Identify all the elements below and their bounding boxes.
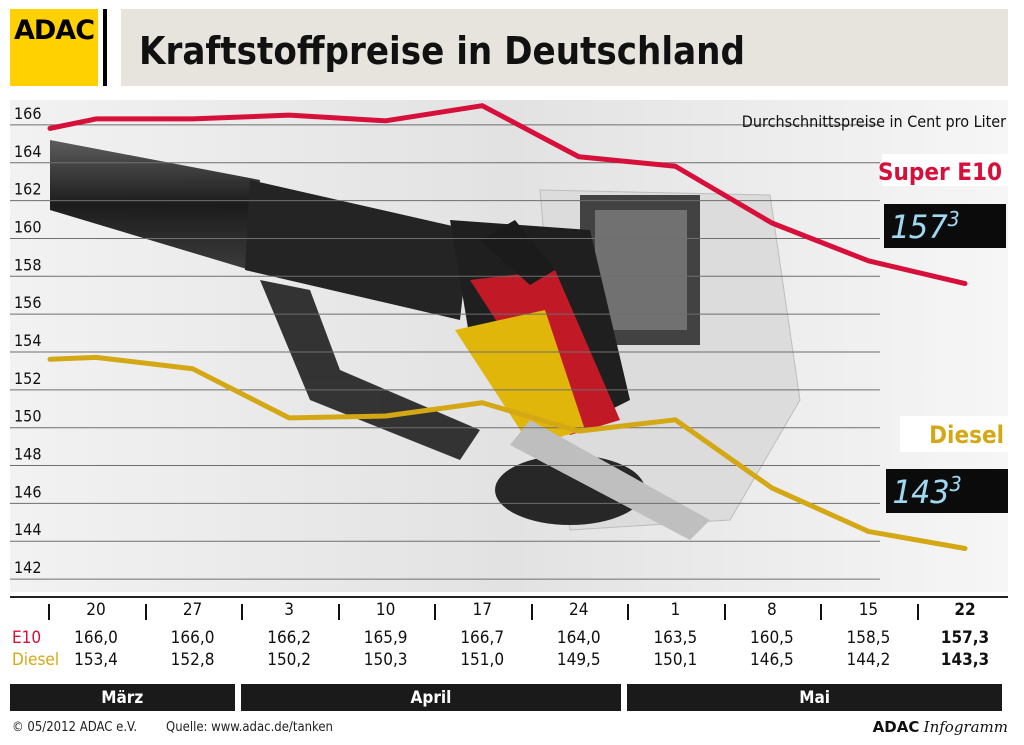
column-separator (627, 604, 630, 620)
y-tick-label: 154 (14, 331, 41, 350)
infogramm-brand: ADAC Infogramm (873, 718, 1008, 736)
column-separator (820, 604, 823, 620)
y-tick-label: 152 (14, 369, 41, 388)
e10-value: 163,5 (653, 628, 698, 648)
diesel-value: 152,8 (170, 650, 215, 670)
diesel-label-bg (900, 416, 1008, 452)
logo-text: ADAC (13, 15, 95, 46)
column-separator (917, 604, 919, 620)
y-tick-label: 148 (14, 445, 41, 464)
column-separator (434, 604, 437, 620)
date-label: 15 (858, 600, 879, 620)
logo-divider (103, 9, 107, 86)
brand-bold: ADAC (872, 718, 920, 736)
y-tick-label: 160 (14, 217, 41, 236)
y-tick-label: 164 (14, 142, 41, 161)
diesel-row-label: Diesel (12, 650, 60, 670)
y-tick-label: 142 (14, 558, 41, 577)
price-chart: 142144146148150152154156158160162164166 … (10, 100, 1008, 592)
series-lines (47, 103, 968, 551)
e10-value: 166,2 (267, 628, 311, 648)
column-separator (337, 604, 340, 620)
page-title: Kraftstoffpreise in Deutschland (139, 29, 745, 73)
e10-value: 164,0 (556, 628, 601, 648)
diesel-value: 150,3 (363, 650, 408, 670)
month-bar-maerz: März (10, 684, 235, 711)
adac-logo: ADAC (10, 9, 98, 86)
diesel-value: 144,2 (846, 650, 891, 670)
month-bar-april: April (241, 684, 621, 711)
column-separator (530, 604, 533, 620)
e10-value: 166,7 (460, 628, 505, 648)
diesel-price-display: 1433 (886, 469, 1008, 513)
header: ADAC Kraftstoffpreise in Deutschland (0, 0, 1024, 92)
e10-value: 165,9 (363, 628, 408, 648)
date-label: 22 (954, 600, 976, 620)
column-separator (144, 604, 147, 620)
diesel-value: 151,0 (460, 650, 505, 670)
date-label: 3 (284, 600, 294, 620)
e10-value: 157,3 (940, 628, 990, 648)
diesel-value: 149,5 (556, 650, 601, 670)
month-bar-mai: Mai (627, 684, 1002, 711)
diesel-value: 143,3 (940, 650, 990, 670)
chart-subtitle: Durchschnittspreise in Cent pro Liter (742, 112, 1006, 131)
diesel-value: 153,4 (74, 650, 118, 670)
diesel-lcd-digits: 1433 (892, 472, 962, 511)
e10-value: 160,5 (749, 628, 794, 648)
e10-series-label: Super E10 (878, 158, 1002, 186)
table-top-rule (10, 596, 1008, 598)
title-box: Kraftstoffpreise in Deutschland (121, 9, 1008, 86)
brand-italic: Infogramm (923, 718, 1008, 736)
y-tick-label: 150 (14, 407, 41, 426)
y-tick-label: 156 (14, 293, 41, 312)
e10-value: 166,0 (170, 628, 215, 648)
e10-label-bg (882, 154, 1008, 186)
y-tick-label: 146 (14, 482, 41, 501)
diesel-series-label: Diesel (929, 421, 1004, 449)
e10-value: 158,5 (846, 628, 891, 648)
diesel-value: 150,2 (267, 650, 311, 670)
date-label: 20 (86, 600, 106, 620)
grid-lines (10, 124, 880, 580)
e10-value: 166,0 (74, 628, 118, 648)
fuel-nozzle-illustration (50, 140, 801, 540)
e10-price-display: 1573 (884, 204, 1006, 248)
y-tick-label: 144 (14, 520, 41, 539)
source: Quelle: www.adac.de/tanken (166, 720, 333, 735)
column-separator (241, 604, 244, 620)
date-label: 17 (472, 600, 492, 620)
y-tick-label: 166 (14, 104, 41, 123)
diesel-value: 146,5 (749, 650, 794, 670)
y-tick-label: 158 (14, 255, 41, 274)
date-label: 1 (670, 600, 681, 620)
date-label: 10 (375, 600, 396, 620)
column-separator (48, 604, 50, 620)
data-table: 20 166,0 153,4 27 166,0 152,8 3 166,2 150,2 10 165… (10, 596, 1008, 680)
footer: © 05/2012 ADAC e.V. Quelle: www.adac.de/… (0, 712, 1024, 745)
copyright: © 05/2012 ADAC e.V. (12, 720, 138, 735)
date-label: 24 (569, 600, 589, 620)
date-label: 27 (182, 600, 203, 620)
date-label: 8 (767, 600, 777, 620)
y-tick-labels: 142 144 146 148 150 152 154 156 158 160 162 164 166 (14, 104, 41, 577)
e10-row-label: E10 (12, 628, 42, 648)
diesel-value: 150,1 (653, 650, 698, 670)
y-tick-label: 162 (14, 180, 41, 199)
column-separator (723, 604, 726, 620)
